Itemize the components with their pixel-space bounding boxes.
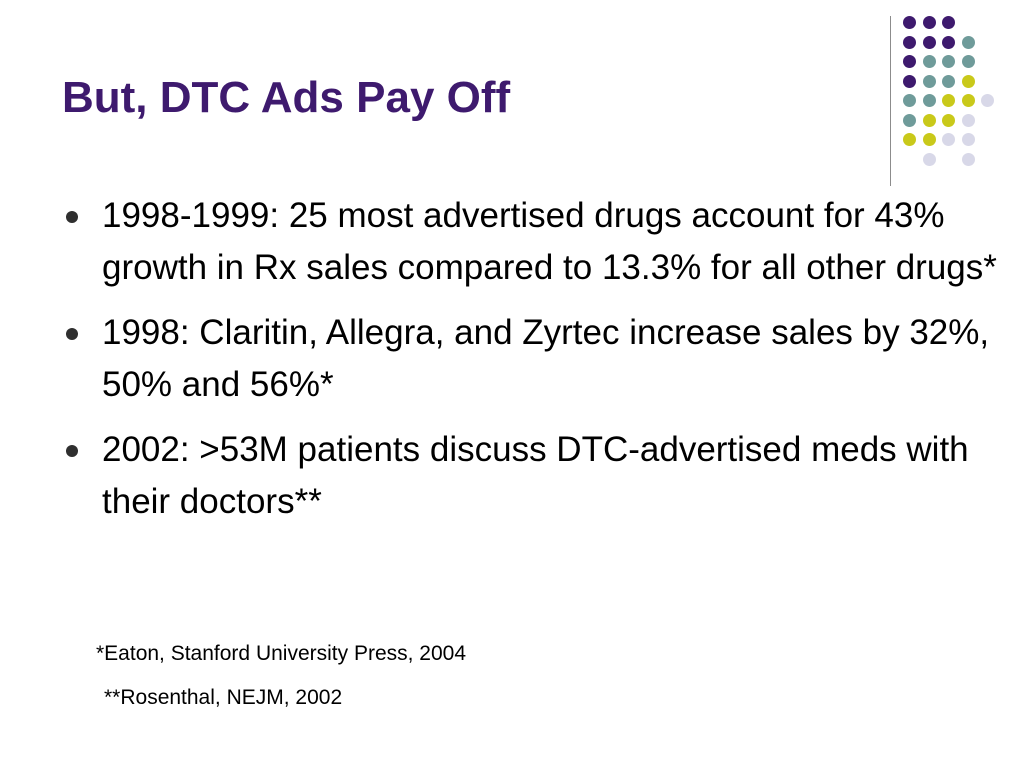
decorative-dot: [961, 152, 975, 166]
bullet-marker-icon: [66, 211, 78, 223]
decorative-dot: [922, 16, 936, 29]
reference-rosenthal: **Rosenthal, NEJM, 2002: [104, 686, 343, 709]
decorative-dot: [942, 55, 955, 68]
decorative-dot: [961, 55, 975, 68]
decorative-dot: [981, 94, 994, 107]
bullet-list: 1998-1999: 25 most advertised drugs acco…: [62, 190, 1002, 541]
decorative-dot: [922, 113, 936, 127]
bullet-item: 1998-1999: 25 most advertised drugs acco…: [62, 190, 1002, 294]
decorative-dot: [942, 16, 955, 29]
decorative-dot: [942, 35, 955, 49]
decorative-dot: [942, 113, 955, 127]
decorative-dot: [961, 133, 975, 146]
decorative-dot: [903, 16, 916, 29]
bullet-text: 2002: >53M patients discuss DTC-advertis…: [102, 430, 969, 521]
decorative-dot: [961, 113, 975, 127]
decorative-dot: [903, 74, 916, 88]
decorative-dot: [922, 94, 936, 107]
bullet-text: 1998: Claritin, Allegra, and Zyrtec incr…: [102, 313, 990, 404]
bullet-text: 1998-1999: 25 most advertised drugs acco…: [102, 196, 997, 287]
bullet-item: 2002: >53M patients discuss DTC-advertis…: [62, 424, 1002, 528]
decorative-dot: [961, 35, 975, 49]
decorative-dot: [961, 94, 975, 107]
title-divider: [890, 16, 891, 186]
bullet-marker-icon: [66, 328, 78, 340]
decorative-dot: [903, 35, 916, 49]
bullet-item: 1998: Claritin, Allegra, and Zyrtec incr…: [62, 307, 1002, 411]
decorative-dot: [942, 74, 955, 88]
slide-title: But, DTC Ads Pay Off: [62, 73, 511, 122]
decorative-dot-grid: [0, 0, 1024, 200]
decorative-dot: [922, 55, 936, 68]
decorative-dot: [903, 113, 916, 127]
decorative-dot: [922, 152, 936, 166]
decorative-dot: [922, 133, 936, 146]
decorative-dot: [903, 94, 916, 107]
reference-eaton: *Eaton, Stanford University Press, 2004: [96, 642, 467, 665]
bullet-marker-icon: [66, 445, 78, 457]
decorative-dot: [942, 133, 955, 146]
decorative-dot: [922, 74, 936, 88]
decorative-dot: [903, 133, 916, 146]
decorative-dot: [942, 94, 955, 107]
decorative-dot: [961, 74, 975, 88]
decorative-dot: [922, 35, 936, 49]
decorative-dot: [903, 55, 916, 68]
